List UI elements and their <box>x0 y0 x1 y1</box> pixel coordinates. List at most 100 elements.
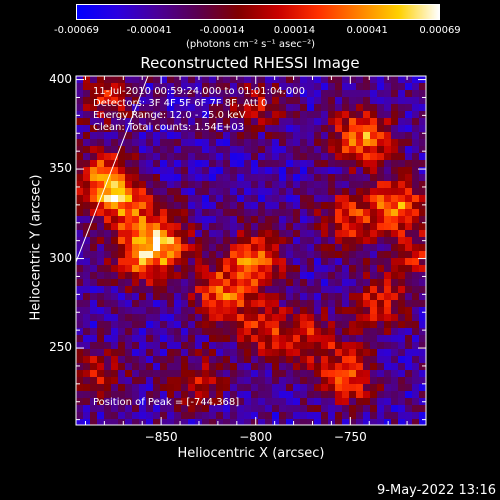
heatmap-cell <box>146 300 153 307</box>
heatmap-cell <box>174 237 181 244</box>
heatmap-cell <box>181 237 188 244</box>
heatmap-cell <box>363 419 370 425</box>
heatmap-cell <box>216 384 223 391</box>
heatmap-cell <box>405 398 412 405</box>
heatmap-cell <box>314 349 321 356</box>
heatmap-cell <box>398 104 405 111</box>
heatmap-cell <box>321 377 328 384</box>
heatmap-cell <box>370 251 377 258</box>
heatmap-cell <box>90 272 97 279</box>
heatmap-cell <box>300 412 307 419</box>
heatmap-cell <box>335 258 342 265</box>
heatmap-cell <box>412 328 419 335</box>
heatmap-cell <box>195 307 202 314</box>
heatmap-cell <box>419 349 426 356</box>
heatmap-cell <box>272 244 279 251</box>
heatmap-cell <box>174 118 181 125</box>
heatmap-cell <box>90 139 97 146</box>
heatmap-cell <box>223 97 230 104</box>
heatmap-cell <box>321 181 328 188</box>
heatmap-cell <box>300 328 307 335</box>
heatmap-cell <box>300 377 307 384</box>
heatmap-cell <box>195 188 202 195</box>
heatmap-cell <box>111 314 118 321</box>
heatmap-cell <box>258 188 265 195</box>
heatmap-cell <box>258 321 265 328</box>
heatmap-cell <box>202 104 209 111</box>
heatmap-cell <box>223 209 230 216</box>
heatmap-cell <box>251 216 258 223</box>
heatmap-cell <box>97 153 104 160</box>
heatmap-cell <box>419 153 426 160</box>
heatmap-cell <box>307 223 314 230</box>
heatmap-cell <box>139 104 146 111</box>
heatmap-cell <box>307 146 314 153</box>
heatmap-cell <box>244 90 251 97</box>
heatmap-cell <box>314 279 321 286</box>
heatmap-cell <box>90 307 97 314</box>
heatmap-cell <box>237 90 244 97</box>
heatmap-cell <box>265 286 272 293</box>
heatmap-cell <box>202 419 209 425</box>
heatmap-cell <box>167 286 174 293</box>
heatmap-cell <box>223 321 230 328</box>
heatmap-cell <box>349 153 356 160</box>
heatmap-cell <box>139 167 146 174</box>
heatmap-cell <box>258 230 265 237</box>
heatmap-cell <box>293 223 300 230</box>
heatmap-cell <box>258 286 265 293</box>
heatmap-cell <box>160 314 167 321</box>
heatmap-cell <box>188 104 195 111</box>
heatmap-cell <box>328 181 335 188</box>
heatmap-cell <box>132 146 139 153</box>
heatmap-cell <box>286 181 293 188</box>
heatmap-cell <box>363 97 370 104</box>
heatmap-cell <box>384 265 391 272</box>
heatmap-cell <box>97 398 104 405</box>
heatmap-cell <box>321 237 328 244</box>
heatmap-cell <box>118 265 125 272</box>
heatmap-cell <box>335 356 342 363</box>
heatmap-cell <box>314 160 321 167</box>
heatmap-cell <box>174 258 181 265</box>
heatmap-cell <box>314 405 321 412</box>
heatmap-cell <box>377 356 384 363</box>
heatmap-cell <box>244 167 251 174</box>
heatmap-cell <box>188 160 195 167</box>
heatmap-cell <box>286 97 293 104</box>
heatmap-cell <box>153 391 160 398</box>
heatmap-cell <box>363 398 370 405</box>
heatmap-cell <box>307 314 314 321</box>
heatmap-cell <box>398 209 405 216</box>
heatmap-cell <box>230 125 237 132</box>
heatmap-cell <box>230 349 237 356</box>
heatmap-cell <box>118 279 125 286</box>
heatmap-cell <box>286 398 293 405</box>
heatmap-cell <box>342 412 349 419</box>
heatmap-cell <box>118 181 125 188</box>
heatmap-cell <box>412 363 419 370</box>
heatmap-cell <box>293 160 300 167</box>
heatmap-cell <box>153 125 160 132</box>
heatmap-cell <box>139 279 146 286</box>
heatmap-cell <box>328 398 335 405</box>
heatmap-cell <box>405 279 412 286</box>
heatmap-cell <box>391 97 398 104</box>
heatmap-cell <box>349 167 356 174</box>
heatmap-cell <box>237 335 244 342</box>
heatmap-cell <box>97 349 104 356</box>
heatmap-cell <box>132 419 139 425</box>
heatmap-cell <box>286 216 293 223</box>
heatmap-cell <box>125 111 132 118</box>
heatmap-cell <box>202 76 209 83</box>
heatmap-cell <box>244 223 251 230</box>
heatmap-cell <box>111 125 118 132</box>
heatmap-cell <box>251 167 258 174</box>
heatmap-cell <box>76 230 83 237</box>
heatmap-cell <box>132 307 139 314</box>
heatmap-cell <box>286 111 293 118</box>
heatmap-cell <box>328 216 335 223</box>
heatmap-cell <box>314 153 321 160</box>
heatmap-cell <box>342 356 349 363</box>
heatmap-cell <box>419 118 426 125</box>
